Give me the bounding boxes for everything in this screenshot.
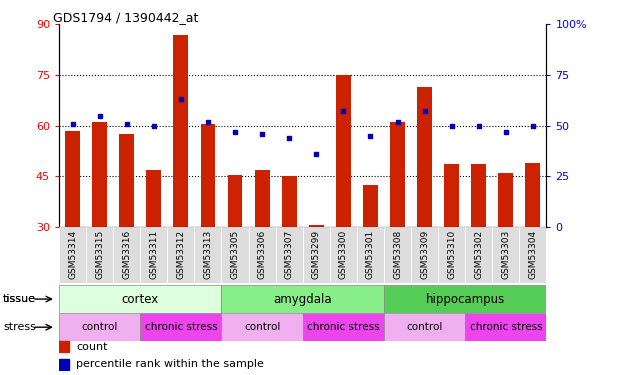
- Text: GSM53316: GSM53316: [122, 230, 131, 279]
- Bar: [465, 227, 492, 283]
- Point: [68, 121, 78, 127]
- Text: GDS1794 / 1390442_at: GDS1794 / 1390442_at: [53, 11, 198, 24]
- Text: hippocampus: hippocampus: [425, 292, 505, 306]
- Text: chronic stress: chronic stress: [307, 322, 379, 332]
- Bar: [519, 227, 546, 283]
- Bar: [357, 227, 384, 283]
- Text: GSM53309: GSM53309: [420, 230, 429, 279]
- Bar: [113, 227, 140, 283]
- Point: [94, 112, 104, 118]
- Bar: [390, 122, 405, 227]
- Bar: [303, 313, 384, 341]
- Bar: [222, 227, 248, 283]
- Bar: [140, 313, 222, 341]
- Bar: [147, 170, 161, 227]
- Text: count: count: [76, 342, 107, 352]
- Text: cortex: cortex: [122, 292, 159, 306]
- Text: GSM53300: GSM53300: [339, 230, 348, 279]
- Text: tissue: tissue: [3, 294, 36, 304]
- Text: GSM53314: GSM53314: [68, 230, 77, 279]
- Bar: [471, 164, 486, 227]
- Bar: [492, 227, 519, 283]
- Bar: [384, 313, 465, 341]
- Text: amygdala: amygdala: [273, 292, 332, 306]
- Point: [203, 118, 213, 124]
- Bar: [59, 227, 86, 283]
- Bar: [282, 176, 297, 227]
- Text: control: control: [81, 322, 118, 332]
- Bar: [525, 163, 540, 227]
- Point: [528, 123, 538, 129]
- Point: [366, 133, 376, 139]
- Bar: [438, 227, 465, 283]
- Bar: [227, 175, 242, 227]
- Point: [501, 129, 511, 135]
- Text: GSM53313: GSM53313: [204, 230, 212, 279]
- Bar: [222, 285, 384, 313]
- Text: GSM53305: GSM53305: [230, 230, 240, 279]
- Bar: [119, 134, 134, 227]
- Text: GSM53302: GSM53302: [474, 230, 483, 279]
- Point: [122, 121, 132, 127]
- Bar: [201, 124, 215, 227]
- Bar: [65, 131, 80, 227]
- Text: chronic stress: chronic stress: [145, 322, 217, 332]
- Bar: [465, 313, 546, 341]
- Text: stress: stress: [3, 322, 36, 332]
- Bar: [255, 170, 270, 227]
- Point: [474, 123, 484, 129]
- Bar: [417, 87, 432, 227]
- Point: [338, 108, 348, 114]
- Point: [420, 108, 430, 114]
- Text: GSM53312: GSM53312: [176, 230, 185, 279]
- Bar: [248, 227, 276, 283]
- Bar: [276, 227, 302, 283]
- Bar: [59, 341, 69, 352]
- Point: [230, 129, 240, 135]
- Text: control: control: [406, 322, 443, 332]
- Bar: [309, 225, 324, 227]
- Text: GSM53307: GSM53307: [284, 230, 294, 279]
- Text: percentile rank within the sample: percentile rank within the sample: [76, 359, 264, 369]
- Bar: [59, 358, 69, 370]
- Bar: [222, 313, 303, 341]
- Bar: [173, 34, 188, 227]
- Text: GSM53311: GSM53311: [149, 230, 158, 279]
- Bar: [59, 285, 222, 313]
- Text: GSM53306: GSM53306: [258, 230, 266, 279]
- Text: tissue: tissue: [3, 294, 36, 304]
- Bar: [92, 122, 107, 227]
- Bar: [411, 227, 438, 283]
- Text: GSM53301: GSM53301: [366, 230, 375, 279]
- Text: GSM53303: GSM53303: [501, 230, 510, 279]
- Bar: [499, 173, 514, 227]
- Bar: [384, 227, 411, 283]
- Text: control: control: [244, 322, 280, 332]
- Bar: [302, 227, 330, 283]
- Point: [284, 135, 294, 141]
- Text: GSM53304: GSM53304: [528, 230, 537, 279]
- Point: [446, 123, 456, 129]
- Text: GSM53299: GSM53299: [312, 230, 321, 279]
- Bar: [384, 285, 546, 313]
- Point: [257, 131, 267, 137]
- Text: GSM53308: GSM53308: [393, 230, 402, 279]
- Bar: [140, 227, 167, 283]
- Bar: [336, 75, 351, 227]
- Bar: [86, 227, 113, 283]
- Point: [176, 96, 186, 102]
- Bar: [363, 185, 378, 227]
- Point: [311, 151, 321, 157]
- Bar: [444, 164, 459, 227]
- Text: GSM53310: GSM53310: [447, 230, 456, 279]
- Bar: [194, 227, 222, 283]
- Text: GSM53315: GSM53315: [95, 230, 104, 279]
- Bar: [59, 313, 140, 341]
- Point: [149, 123, 159, 129]
- Bar: [330, 227, 357, 283]
- Bar: [167, 227, 194, 283]
- Text: chronic stress: chronic stress: [469, 322, 542, 332]
- Point: [392, 118, 402, 124]
